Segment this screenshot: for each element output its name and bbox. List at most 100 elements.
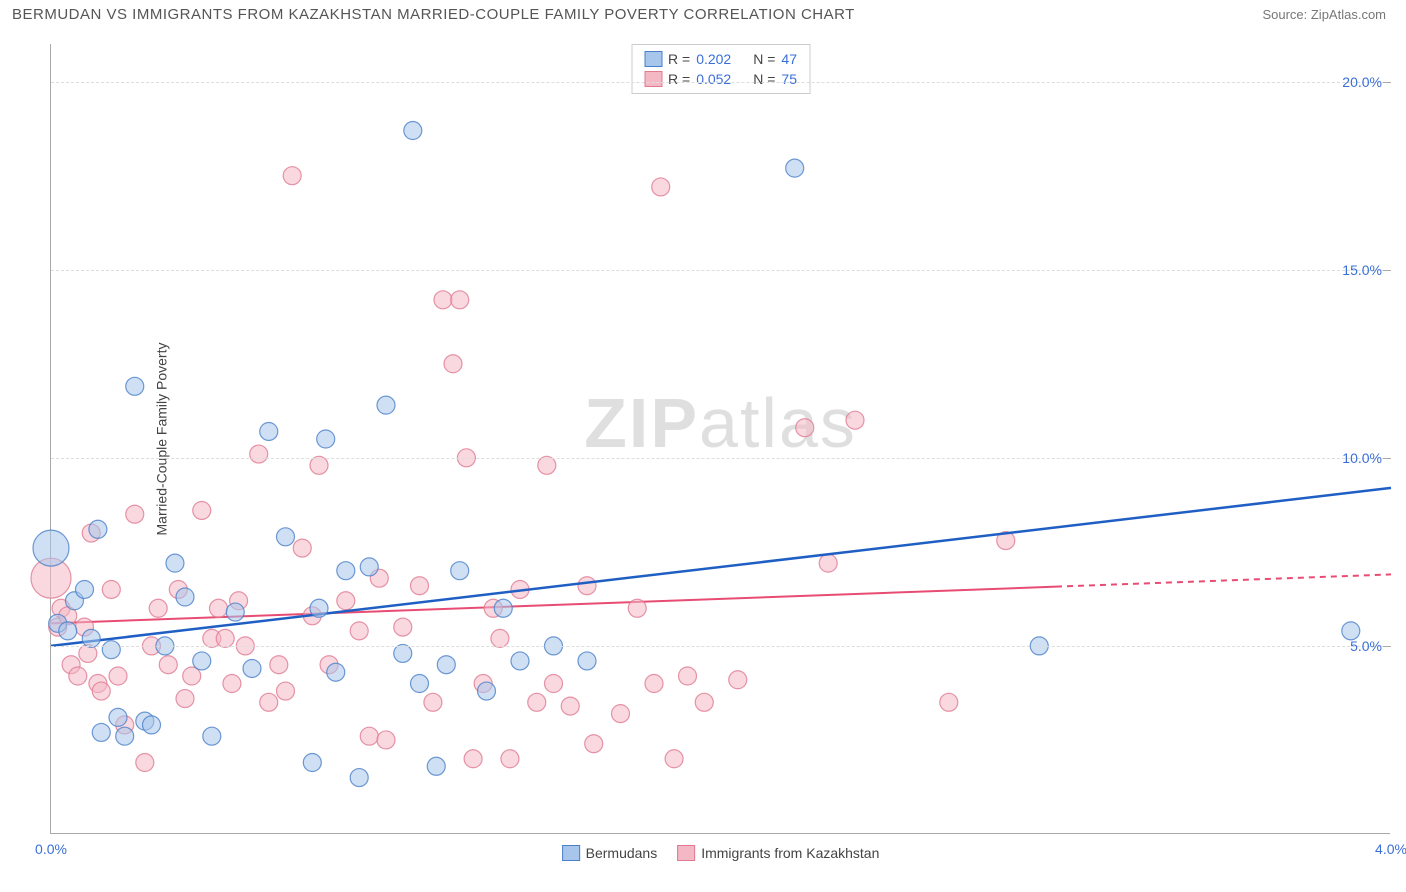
data-point	[109, 667, 127, 685]
legend-label-kazakhstan: Immigrants from Kazakhstan	[701, 845, 879, 861]
data-point	[350, 769, 368, 787]
data-point	[116, 727, 134, 745]
data-point	[612, 705, 630, 723]
data-point	[528, 693, 546, 711]
gridline	[51, 646, 1390, 647]
legend-item-bermudans: Bermudans	[562, 845, 658, 861]
r-label: R =	[668, 71, 690, 87]
r-value-kazakhstan: 0.052	[696, 71, 731, 87]
r-label: R =	[668, 51, 690, 67]
data-point	[277, 528, 295, 546]
data-point	[434, 291, 452, 309]
scatter-plot-svg	[51, 44, 1390, 833]
ytick-mark	[1383, 270, 1391, 271]
data-point	[317, 430, 335, 448]
data-point	[283, 167, 301, 185]
correlation-legend: R = 0.202 N = 47 R = 0.052 N = 75	[631, 44, 810, 94]
data-point	[243, 659, 261, 677]
data-point	[729, 671, 747, 689]
data-point	[82, 629, 100, 647]
data-point	[451, 562, 469, 580]
gridline	[51, 458, 1390, 459]
data-point	[585, 735, 603, 753]
data-point	[250, 445, 268, 463]
data-point	[377, 731, 395, 749]
ytick-mark	[1383, 646, 1391, 647]
data-point	[193, 501, 211, 519]
data-point	[126, 377, 144, 395]
data-point	[464, 750, 482, 768]
data-point	[59, 622, 77, 640]
data-point	[538, 456, 556, 474]
data-point	[427, 757, 445, 775]
title-row: BERMUDAN VS IMMIGRANTS FROM KAZAKHSTAN M…	[0, 0, 1406, 27]
data-point	[786, 159, 804, 177]
data-point	[109, 708, 127, 726]
data-point	[303, 754, 321, 772]
gridline	[51, 270, 1390, 271]
data-point	[327, 663, 345, 681]
n-label: N =	[753, 51, 775, 67]
r-value-bermudans: 0.202	[696, 51, 731, 67]
swatch-bermudans	[562, 845, 580, 861]
data-point	[491, 629, 509, 647]
data-point	[940, 693, 958, 711]
data-point	[665, 750, 683, 768]
data-point	[424, 693, 442, 711]
data-point	[203, 727, 221, 745]
legend-item-kazakhstan: Immigrants from Kazakhstan	[677, 845, 879, 861]
ytick-label: 10.0%	[1342, 450, 1382, 466]
ytick-mark	[1383, 82, 1391, 83]
ytick-label: 15.0%	[1342, 262, 1382, 278]
data-point	[411, 577, 429, 595]
ytick-mark	[1383, 458, 1391, 459]
data-point	[89, 520, 107, 538]
data-point	[695, 693, 713, 711]
xtick-label: 4.0%	[1375, 841, 1406, 857]
data-point	[411, 675, 429, 693]
data-point	[226, 603, 244, 621]
data-point	[149, 599, 167, 617]
n-value-kazakhstan: 75	[781, 71, 797, 87]
swatch-kazakhstan	[677, 845, 695, 861]
data-point	[310, 599, 328, 617]
legend-row-bermudans: R = 0.202 N = 47	[644, 49, 797, 69]
data-point	[511, 652, 529, 670]
plot-area: Married-Couple Family Poverty ZIPatlas R…	[50, 44, 1390, 834]
data-point	[394, 618, 412, 636]
data-point	[360, 727, 378, 745]
data-point	[846, 411, 864, 429]
source-label: Source: ZipAtlas.com	[1262, 7, 1386, 22]
data-point	[216, 629, 234, 647]
n-label: N =	[753, 71, 775, 87]
data-point	[277, 682, 295, 700]
data-point	[337, 592, 355, 610]
swatch-bermudans	[644, 51, 662, 67]
data-point	[444, 355, 462, 373]
swatch-kazakhstan	[644, 71, 662, 87]
chart-container: BERMUDAN VS IMMIGRANTS FROM KAZAKHSTAN M…	[0, 0, 1406, 892]
data-point	[260, 422, 278, 440]
data-point	[260, 693, 278, 711]
data-point	[561, 697, 579, 715]
data-point	[578, 652, 596, 670]
data-point	[796, 419, 814, 437]
data-point	[437, 656, 455, 674]
gridline	[51, 82, 1390, 83]
data-point	[578, 577, 596, 595]
data-point	[159, 656, 177, 674]
data-point	[143, 716, 161, 734]
legend-row-kazakhstan: R = 0.052 N = 75	[644, 69, 797, 89]
legend-label-bermudans: Bermudans	[586, 845, 658, 861]
data-point	[394, 644, 412, 662]
xtick-label: 0.0%	[35, 841, 67, 857]
data-point	[628, 599, 646, 617]
ytick-label: 20.0%	[1342, 74, 1382, 90]
data-point	[210, 599, 228, 617]
ytick-label: 5.0%	[1350, 638, 1382, 654]
data-point	[126, 505, 144, 523]
data-point	[69, 667, 87, 685]
data-point	[293, 539, 311, 557]
data-point	[360, 558, 378, 576]
data-point	[223, 675, 241, 693]
